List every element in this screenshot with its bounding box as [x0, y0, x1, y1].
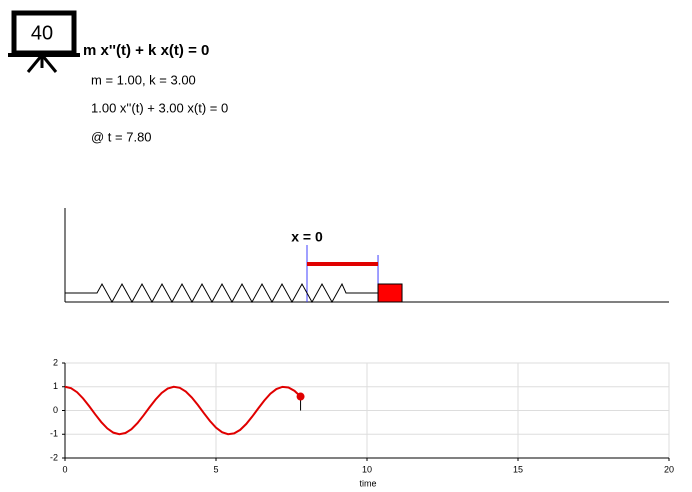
x-axis-label: time: [359, 478, 376, 488]
slide-icon: 40: [8, 10, 80, 73]
instance: 1.00 x''(t) + 3.00 x(t) = 0: [91, 100, 228, 115]
params: m = 1.00, k = 3.00: [91, 72, 196, 87]
y-tick-label: 1: [53, 381, 58, 391]
badge: 40: [31, 22, 53, 44]
trajectory: [64, 385, 302, 436]
y-tick-label: 2: [53, 357, 58, 367]
x-tick-label: 5: [213, 464, 218, 474]
x-tick-label: 10: [362, 464, 372, 474]
y-tick-label: 0: [53, 405, 58, 415]
y-tick-label: -2: [50, 452, 58, 462]
y-tick-label: -1: [50, 429, 58, 439]
current-point: [296, 392, 305, 401]
equilibrium-label: x = 0: [291, 229, 323, 245]
x-tick-label: 15: [513, 464, 523, 474]
mass-block: [377, 283, 403, 303]
time: @ t = 7.80: [91, 129, 152, 144]
x-tick-label: 20: [664, 464, 674, 474]
x-tick-label: 0: [62, 464, 67, 474]
equation: m x''(t) + k x(t) = 0: [83, 42, 209, 59]
spring-state: [307, 255, 403, 303]
spring-diagram: x = 0: [64, 208, 669, 304]
